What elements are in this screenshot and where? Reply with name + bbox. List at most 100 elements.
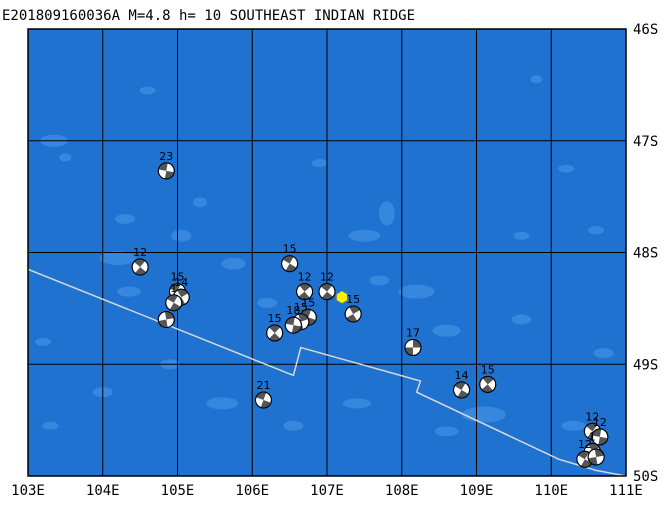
seamount-patch bbox=[378, 201, 395, 226]
beachball-outline bbox=[296, 283, 314, 301]
focal-mechanism bbox=[157, 311, 175, 329]
beachball-outline bbox=[318, 283, 336, 301]
lon-tick-label: 107E bbox=[310, 483, 344, 499]
beachball-outline bbox=[157, 162, 175, 180]
beachball-quadrant bbox=[282, 255, 294, 264]
beachball-quadrant bbox=[481, 384, 493, 393]
beachball-quadrant bbox=[404, 347, 413, 356]
beachball-outline bbox=[453, 381, 471, 399]
beachball-quadrant bbox=[291, 325, 302, 334]
beachball-quadrant bbox=[320, 283, 333, 292]
seamount-patch bbox=[369, 275, 390, 286]
seamount-patch bbox=[192, 197, 207, 208]
focal-mechanism bbox=[157, 162, 175, 180]
beachball-quadrant bbox=[164, 311, 175, 320]
depth-label: 12 bbox=[320, 271, 334, 284]
seamount-patch bbox=[139, 86, 156, 95]
beachball-outline bbox=[344, 305, 362, 323]
depth-label: 12 bbox=[298, 271, 312, 284]
beachball-quadrant bbox=[177, 289, 189, 298]
focal-mechanism bbox=[318, 283, 336, 301]
beachball-quadrant bbox=[482, 376, 494, 385]
beachball-outline bbox=[284, 316, 302, 334]
seamount-patch bbox=[530, 75, 543, 84]
lat-tick-label: 46S bbox=[633, 22, 658, 38]
focal-mechanism bbox=[131, 258, 149, 276]
beachball-quadrant bbox=[299, 283, 311, 292]
lon-tick-label: 103E bbox=[11, 483, 45, 499]
beachball-quadrant bbox=[588, 443, 600, 452]
beachball-quadrant bbox=[577, 451, 589, 460]
lat-tick-label: 48S bbox=[633, 246, 658, 262]
focal-mechanism bbox=[453, 381, 471, 399]
beachball-quadrant bbox=[133, 259, 146, 268]
plate-boundary-line bbox=[28, 268, 626, 476]
seamount-patch bbox=[342, 398, 371, 409]
lon-tick-label: 106E bbox=[235, 483, 269, 499]
focal-mechanism bbox=[266, 324, 284, 342]
depth-label: 21 bbox=[256, 379, 270, 392]
seamount-patch bbox=[42, 421, 59, 430]
focal-mechanism bbox=[284, 316, 302, 334]
beachball-quadrant bbox=[594, 449, 604, 458]
beachball-quadrant bbox=[586, 423, 598, 432]
lat-tick-label: 47S bbox=[633, 134, 658, 150]
beachball-outline bbox=[131, 258, 149, 276]
beachball-quadrant bbox=[454, 381, 466, 390]
focal-mechanism bbox=[591, 428, 609, 446]
seamount-patch bbox=[257, 297, 278, 308]
beachball-outline bbox=[479, 375, 497, 393]
beachball-outline bbox=[591, 428, 609, 446]
lon-tick-label: 108E bbox=[385, 483, 419, 499]
seamount-patch bbox=[461, 406, 506, 423]
depth-label: 12 bbox=[585, 410, 599, 423]
depth-label: 12 bbox=[133, 246, 147, 259]
beachball-outline bbox=[587, 448, 605, 466]
beachball-quadrant bbox=[298, 291, 310, 300]
map-title: E201809160036A M=4.8 h= 10 SOUTHEAST IND… bbox=[2, 8, 415, 24]
beachball-outline bbox=[254, 391, 272, 409]
depth-label: 15 bbox=[171, 271, 185, 284]
seamount-patch bbox=[513, 231, 530, 240]
seamount-patch bbox=[432, 324, 461, 337]
depth-label: 12 bbox=[593, 416, 607, 429]
beachball-quadrant bbox=[269, 332, 281, 341]
beachball-quadrant bbox=[591, 428, 602, 437]
beachball-quadrant bbox=[346, 313, 358, 322]
beachball-outline bbox=[157, 311, 175, 329]
focal-mechanism bbox=[404, 338, 422, 356]
depth-label: 14 bbox=[174, 276, 188, 289]
lon-tick-label: 104E bbox=[86, 483, 120, 499]
lon-tick-label: 105E bbox=[161, 483, 195, 499]
depth-label: 15 bbox=[346, 293, 360, 306]
beachball-outline bbox=[165, 294, 183, 312]
depth-label: 1 bbox=[170, 282, 177, 295]
lat-tick-label: 49S bbox=[633, 357, 658, 373]
depth-label: 15 bbox=[481, 363, 495, 376]
epicenter-marker bbox=[336, 290, 348, 304]
beachball-quadrant bbox=[166, 294, 178, 303]
depth-label: 12 bbox=[578, 438, 592, 451]
focal-mechanism bbox=[165, 294, 183, 312]
focal-mechanism bbox=[281, 255, 299, 273]
beachball-quadrant bbox=[285, 263, 297, 272]
beachball-outline bbox=[404, 338, 422, 356]
seamount-patch bbox=[206, 397, 239, 410]
depth-label: 14 bbox=[455, 369, 469, 382]
seamount-patch bbox=[593, 348, 614, 359]
map-axes: 103E 104E 105E 106E 107E 108E 109E 110E 111E 46S 4… bbox=[11, 22, 658, 499]
beachball-quadrant bbox=[158, 162, 168, 171]
seamount-patch bbox=[99, 251, 136, 266]
beachball-quadrant bbox=[269, 324, 281, 333]
beachball-quadrant bbox=[134, 267, 147, 275]
seamount-patch bbox=[34, 337, 51, 346]
depth-label: 18 bbox=[286, 304, 300, 317]
beachball-outline bbox=[266, 324, 284, 342]
seamount-patch bbox=[311, 159, 328, 168]
beachball-quadrant bbox=[285, 317, 295, 326]
beachball-quadrant bbox=[169, 302, 181, 311]
beachball-quadrant bbox=[349, 305, 361, 314]
seamount-patch bbox=[511, 314, 532, 325]
beachball-quadrant bbox=[457, 389, 469, 398]
